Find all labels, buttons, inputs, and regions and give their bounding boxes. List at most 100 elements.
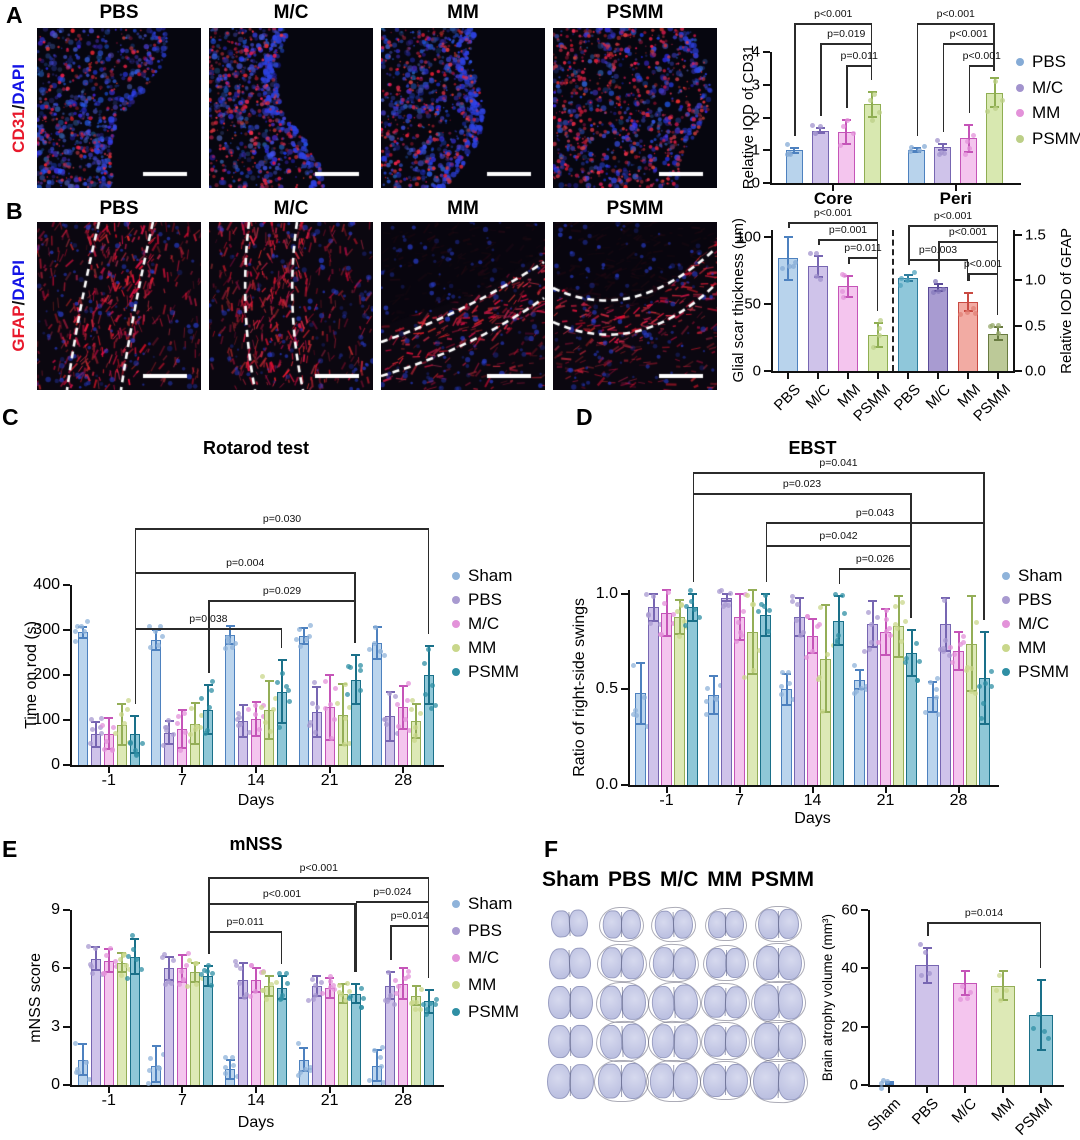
y-tick-label: 0.0	[595, 776, 618, 793]
error-bar	[915, 147, 918, 152]
error-bar	[415, 985, 418, 1006]
scatter-dot	[236, 722, 242, 728]
error-bar	[970, 595, 973, 692]
error-bar-cap	[264, 738, 274, 741]
error-bar-cap	[795, 596, 804, 599]
scatter-dot	[159, 954, 165, 960]
scatter-dot	[129, 933, 135, 939]
scatter-dot	[205, 962, 211, 968]
error-bar-cap	[338, 982, 348, 985]
scatter-dot	[73, 1041, 79, 1047]
x-axis-label: Days	[794, 810, 831, 827]
error-bar-cap	[91, 746, 101, 748]
scatter-dot	[976, 684, 982, 690]
scatter-dot	[125, 976, 131, 982]
scatter-dot	[396, 723, 402, 729]
scatter-dot	[260, 988, 266, 993]
sig-bracket-drop	[942, 43, 945, 133]
scatter-dot	[157, 624, 163, 630]
scatter-dot	[134, 956, 140, 962]
scatter-dot	[412, 725, 418, 731]
brain-lobe	[568, 909, 590, 938]
brain-lobe	[703, 1064, 728, 1098]
scatter-dot	[273, 696, 279, 702]
brain-slice	[648, 942, 700, 984]
x-tick-label: -1	[101, 1092, 116, 1109]
scatter-dot	[895, 626, 901, 632]
scatter-dot	[342, 742, 348, 748]
scatter-dot	[864, 684, 870, 690]
scatter-dot	[932, 279, 938, 285]
error-bar-cap	[783, 235, 793, 238]
image-header: PBS	[99, 198, 139, 219]
brain-lobe	[546, 1063, 572, 1099]
brain-column-header: PBS	[607, 868, 652, 891]
error-bar	[242, 962, 244, 998]
scatter-dot	[285, 687, 291, 693]
scatter-dot	[877, 326, 883, 332]
error-bar	[229, 625, 231, 644]
legend-item: M/C	[452, 614, 499, 634]
y-tick	[621, 688, 628, 691]
y-tick	[621, 784, 628, 786]
scatter-dot	[969, 666, 975, 672]
scatter-dot	[804, 654, 810, 660]
scatter-dot	[683, 604, 689, 610]
scatter-dot	[1003, 988, 1009, 994]
micrograph-cd31-psmm	[553, 28, 717, 188]
x-tick-label: 7	[735, 792, 744, 809]
brain-lobe	[650, 985, 675, 1020]
brain-lobe	[598, 1024, 623, 1059]
error-bar-cap	[372, 657, 382, 660]
scatter-dot	[834, 639, 840, 645]
scatter-dot	[312, 679, 318, 685]
error-bar-cap	[117, 743, 127, 746]
scatter-dot	[750, 601, 755, 607]
legend-dot	[452, 981, 460, 989]
x-tick	[926, 1087, 928, 1093]
scatter-dot	[999, 97, 1005, 103]
x-tick	[954, 185, 957, 191]
scatter-dot	[964, 310, 970, 316]
scatter-dot	[73, 639, 79, 645]
error-bar	[341, 684, 344, 746]
scatter-dot	[174, 720, 180, 726]
scatter-dot	[761, 604, 767, 610]
sig-bracket-line	[908, 225, 998, 227]
error-bar-cap	[735, 638, 744, 641]
sig-bracket-drop	[820, 43, 822, 117]
y-tick-label: 4	[751, 43, 760, 61]
scatter-dot	[156, 1064, 162, 1070]
x-tick	[964, 1087, 966, 1093]
error-bar	[926, 947, 928, 983]
panel-b-side-label: GFAP/DAPI	[8, 222, 30, 390]
scatter-dot	[845, 117, 851, 123]
error-bar-cap	[815, 131, 825, 134]
error-bar-cap	[398, 684, 408, 687]
scatter-dot	[908, 145, 914, 151]
scatter-dot	[852, 691, 858, 697]
x-axis	[70, 1085, 444, 1087]
scatter-dot	[331, 983, 337, 989]
brain-lobe	[650, 1063, 675, 1099]
y-tick-right	[1015, 324, 1022, 327]
scatter-dot	[867, 646, 873, 652]
bar	[991, 985, 1015, 1085]
error-bar-cap	[164, 742, 174, 745]
brain-lobe	[704, 1024, 728, 1057]
error-bar	[194, 703, 197, 744]
scatter-dot	[161, 1052, 167, 1058]
scatter-dot	[187, 738, 193, 744]
scatter-dot	[75, 1066, 81, 1072]
y-tick-label: 3	[751, 76, 760, 94]
brain-lobe	[724, 910, 745, 938]
scatter-dot	[260, 674, 266, 680]
error-bar-cap	[177, 746, 187, 749]
scatter-dot	[419, 987, 424, 993]
x-axis	[628, 785, 999, 787]
y-axis	[628, 590, 630, 787]
scatter-dot	[800, 629, 806, 635]
y-tick-label: 200	[33, 666, 60, 683]
error-bar-cap	[980, 631, 989, 634]
scatter-dot	[417, 711, 423, 717]
